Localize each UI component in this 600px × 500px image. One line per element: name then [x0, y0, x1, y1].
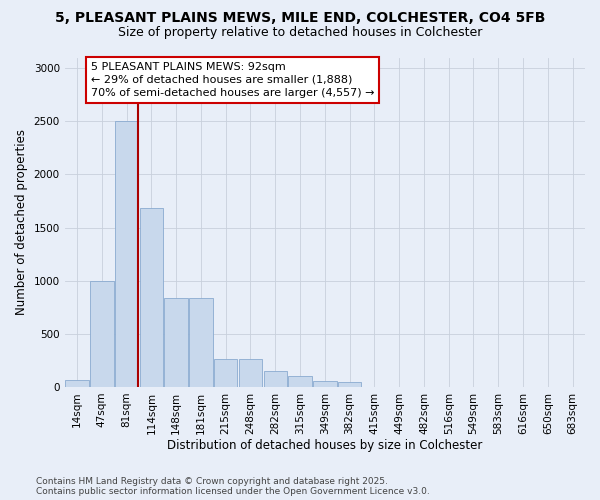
X-axis label: Distribution of detached houses by size in Colchester: Distribution of detached houses by size … [167, 440, 482, 452]
Bar [164, 298, 188, 387]
Text: Size of property relative to detached houses in Colchester: Size of property relative to detached ho… [118, 26, 482, 39]
Bar [140, 208, 163, 387]
Bar [239, 359, 262, 387]
Text: 5, PLEASANT PLAINS MEWS, MILE END, COLCHESTER, CO4 5FB: 5, PLEASANT PLAINS MEWS, MILE END, COLCH… [55, 11, 545, 25]
Bar [263, 371, 287, 387]
Y-axis label: Number of detached properties: Number of detached properties [15, 129, 28, 315]
Bar [214, 359, 238, 387]
Bar [90, 280, 113, 387]
Bar [115, 122, 139, 387]
Bar [288, 376, 312, 387]
Text: 5 PLEASANT PLAINS MEWS: 92sqm
← 29% of detached houses are smaller (1,888)
70% o: 5 PLEASANT PLAINS MEWS: 92sqm ← 29% of d… [91, 62, 374, 98]
Text: Contains HM Land Registry data © Crown copyright and database right 2025.
Contai: Contains HM Land Registry data © Crown c… [36, 476, 430, 496]
Bar [313, 380, 337, 387]
Bar [189, 298, 213, 387]
Bar [338, 382, 361, 387]
Bar [65, 380, 89, 387]
